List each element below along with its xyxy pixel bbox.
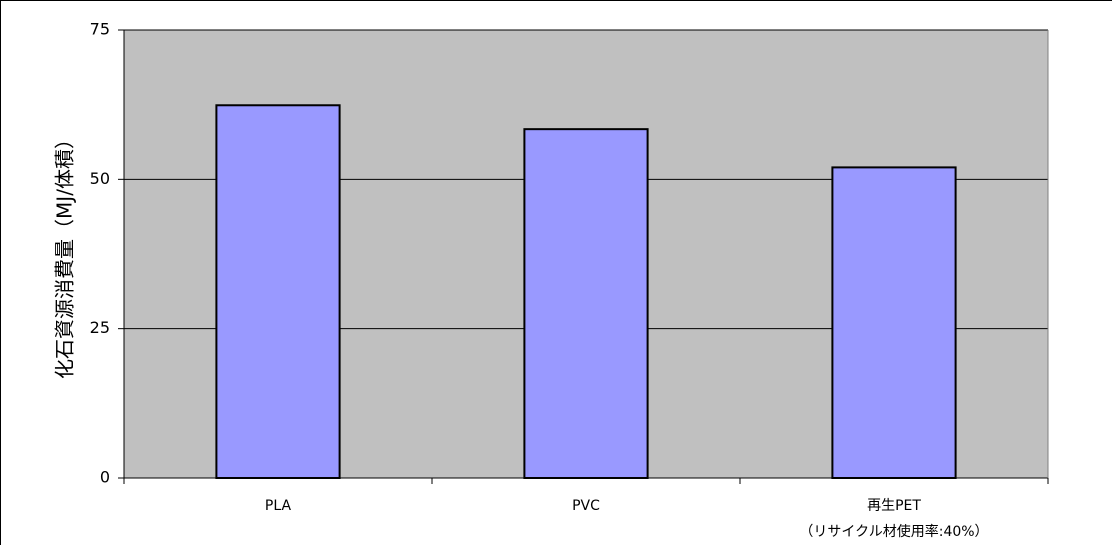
bar [215, 104, 341, 479]
y-tick-label: 25 [90, 318, 110, 337]
y-tick-label: 0 [100, 468, 110, 487]
x-tick-label: 再生PET [867, 498, 921, 514]
x-tick-label: PLA [265, 498, 292, 514]
bar [523, 128, 649, 479]
y-tick-label: 75 [90, 20, 110, 39]
y-axis-label: 化石資源消費量（MJ/体積） [53, 129, 77, 379]
bar [831, 166, 957, 480]
y-tick-label: 50 [90, 169, 110, 188]
x-tick-sublabel: （リサイクル材使用率:40%） [799, 523, 988, 540]
x-tick-label: PVC [572, 498, 600, 514]
